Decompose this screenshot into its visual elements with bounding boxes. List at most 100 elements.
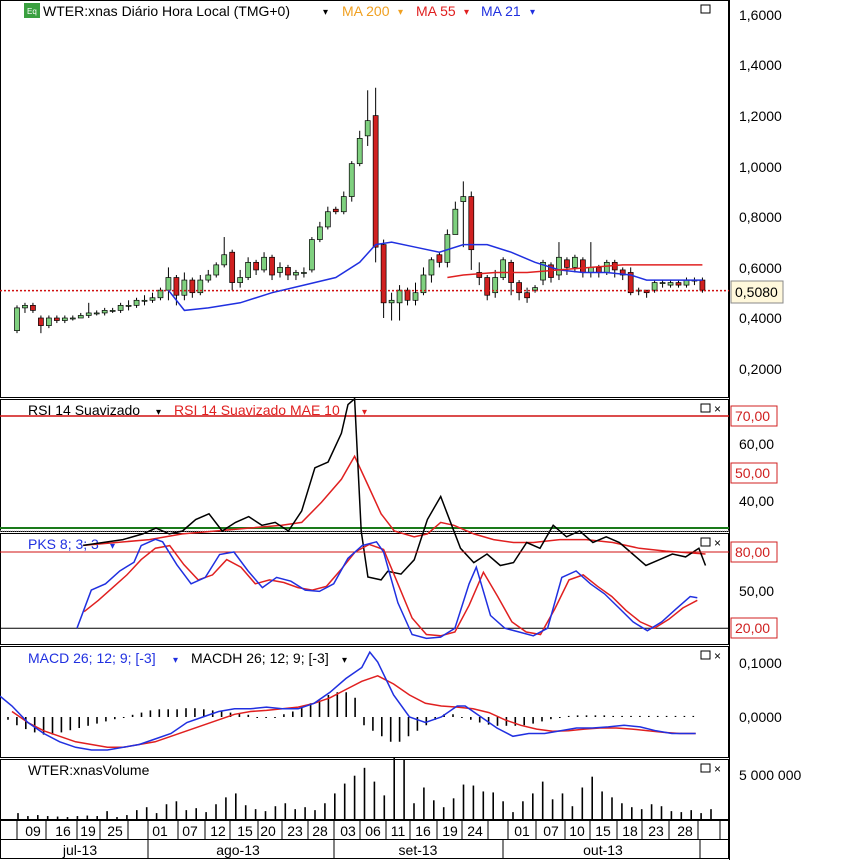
candle-body	[324, 211, 331, 228]
current-price-box	[730, 280, 784, 304]
x-axis: 09 16 19 25 01 07 12 15 20 23 28 03 06 11 16 19 24 01 07 10…	[16, 820, 721, 859]
candle-body	[229, 251, 236, 283]
volume-panel-frame	[0, 759, 729, 820]
macd-maximize-icon[interactable]	[700, 650, 711, 660]
candle-body	[101, 310, 108, 314]
pks-maximize-icon[interactable]	[700, 537, 711, 547]
current-price-label: 0,5080	[735, 284, 778, 300]
x-day-label: 10	[569, 823, 585, 839]
candle-body	[372, 115, 379, 248]
pks-close-icon[interactable]: ×	[714, 536, 721, 550]
symbol-badge	[24, 3, 40, 18]
volume-close-icon[interactable]: ×	[714, 762, 721, 776]
x-day-label: 25	[107, 823, 123, 839]
candle-body	[404, 289, 411, 301]
legend-ma55[interactable]: MA 55	[416, 3, 456, 19]
candle-body	[46, 317, 52, 326]
chart-marks	[0, 87, 729, 819]
macd-title[interactable]: MACD 26; 12; 9; [-3]	[28, 650, 156, 666]
rsi-title[interactable]: RSI 14 Suavizado	[28, 402, 140, 418]
candle-body	[468, 196, 475, 251]
rsi-dropdown-icon[interactable]: ▾	[156, 407, 161, 418]
legend-ma21[interactable]: MA 21	[481, 3, 521, 19]
x-day-label: 09	[25, 823, 41, 839]
macd-line	[0, 650, 696, 751]
candle-body	[301, 272, 307, 274]
candle-body	[309, 239, 315, 271]
rsi-maximize-icon[interactable]	[700, 403, 711, 413]
price-tick: 1,0000	[739, 159, 782, 175]
macdh-dropdown-icon[interactable]: ▾	[342, 655, 347, 666]
candle-body	[572, 256, 578, 268]
x-day-label: 12	[210, 823, 226, 839]
macd-dropdown-icon[interactable]: ▾	[173, 655, 178, 666]
candle-body	[396, 289, 403, 304]
candle-body	[117, 305, 124, 311]
macd-tick: 0,1000	[739, 655, 782, 671]
macdh-title[interactable]: MACDH 26; 12; 9; [-3]	[191, 650, 329, 666]
right-axis: 1,6000 1,4000 1,2000 1,0000 0,8000 0,600…	[730, 7, 801, 783]
symbol-badge-text: Eq	[27, 7, 37, 16]
rsi-level-box	[730, 462, 778, 484]
pks-title[interactable]: PKS 8; 3; 3	[28, 536, 99, 552]
candle-body	[460, 196, 467, 202]
x-day-label: 01	[514, 823, 530, 839]
rsi-tick: 70,00	[735, 408, 770, 424]
candle-body	[580, 259, 586, 273]
candle-body	[412, 292, 419, 301]
panel-frames	[0, 0, 730, 860]
candle-body	[181, 279, 188, 296]
rsi-mae-line	[83, 454, 706, 555]
pks-tick: 80,00	[735, 544, 770, 560]
macd-close-icon[interactable]: ×	[714, 649, 721, 663]
x-day-label: 28	[677, 823, 693, 839]
candle-body	[277, 267, 283, 273]
candle-body	[675, 282, 682, 286]
rsi-close-icon[interactable]: ×	[714, 402, 721, 416]
volume-maximize-icon[interactable]	[700, 763, 711, 773]
candle-body	[332, 208, 339, 213]
candle-body	[141, 299, 148, 302]
price-maximize-icon[interactable]	[700, 4, 711, 14]
price-tick: 0,2000	[739, 361, 782, 377]
price-tick: 0,8000	[739, 209, 782, 225]
chart-title[interactable]: WTER:xnas Diário Hora Local (TMG+0)	[43, 3, 290, 19]
legend-ma55-dropdown-icon[interactable]: ▾	[464, 7, 469, 18]
candle-body	[452, 208, 459, 235]
candle-body	[420, 274, 427, 294]
candle-body	[189, 279, 196, 294]
x-day-label: 19	[442, 823, 458, 839]
pks-panel-frame	[0, 533, 729, 645]
x-day-label: 07	[182, 823, 198, 839]
panel-titles: RSI 14 Suavizado ▾ RSI 14 Suavizado MAE …	[28, 402, 721, 778]
rsi-mae-title[interactable]: RSI 14 Suavizado MAE 10	[174, 402, 340, 418]
x-day-label: 23	[648, 823, 664, 839]
macd-panel-frame	[0, 646, 729, 758]
volume-title[interactable]: WTER:xnasVolume	[28, 762, 150, 778]
candle-body	[245, 261, 251, 278]
legend-ma200[interactable]: MA 200	[342, 3, 390, 19]
legend-ma200-dropdown-icon[interactable]: ▾	[398, 7, 403, 18]
pks-dropdown-icon[interactable]: ▾	[110, 541, 115, 552]
rsi-mae-dropdown-icon[interactable]: ▾	[362, 407, 367, 418]
title-dropdown-icon[interactable]: ▾	[323, 7, 328, 18]
pks-d-line	[83, 543, 698, 637]
candle-body	[524, 292, 530, 299]
candle-body	[77, 315, 84, 319]
candle-body	[197, 279, 204, 294]
pks-tick: 50,00	[739, 583, 774, 599]
candle-body	[500, 259, 507, 278]
legend-ma21-dropdown-icon[interactable]: ▾	[530, 7, 535, 18]
candle-body	[69, 317, 76, 320]
candle-body	[699, 279, 706, 291]
x-day-label: 11	[391, 823, 406, 839]
rsi-level-box	[730, 405, 778, 427]
x-day-label: 20	[260, 823, 276, 839]
x-month-label: ago-13	[216, 842, 260, 858]
candle-body	[651, 282, 658, 291]
candle-body	[532, 287, 538, 291]
x-day-label: 16	[415, 823, 431, 839]
candle-body	[643, 289, 650, 294]
candle-body	[428, 259, 435, 276]
